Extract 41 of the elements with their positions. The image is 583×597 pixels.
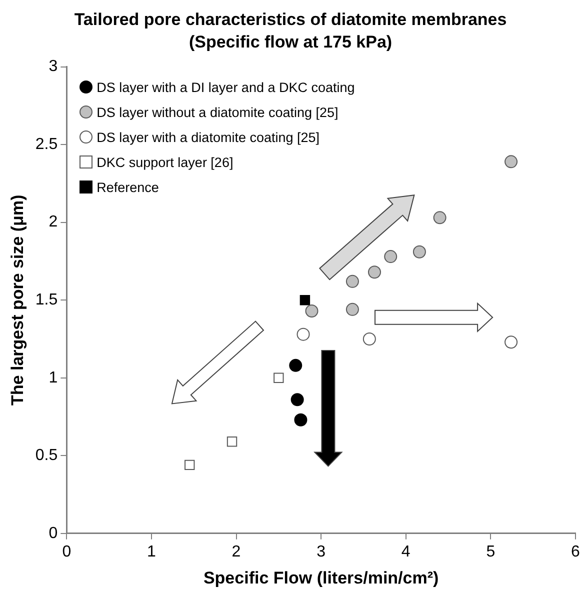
point: [362, 332, 376, 346]
chart-subtitle: (Specific flow at 175 kPa): [188, 32, 392, 52]
point: [433, 211, 446, 224]
legend-label: DS layer without a diatomite coating [25]: [96, 104, 338, 120]
x-tick-label: 2: [232, 543, 241, 560]
x-tick-label: 4: [401, 543, 410, 560]
y-tick-label: 1.5: [35, 292, 58, 309]
y-axis-title: The largest pore size (μm): [8, 194, 27, 406]
legend-label: DS layer with a diatomite coating [25]: [96, 130, 320, 145]
x-axis-title: Specific Flow (liters/min/cm²): [203, 568, 439, 588]
x-tick-label: 5: [486, 543, 496, 560]
point: [274, 372, 284, 383]
point: [504, 155, 518, 168]
point: [290, 393, 304, 406]
legend-label: Reference: [96, 180, 159, 195]
point: [346, 302, 359, 316]
x-tick-label: 1: [147, 543, 156, 560]
x-tick-label: 0: [62, 543, 72, 560]
y-tick-label: 0.5: [35, 447, 58, 464]
y-tick-label: 2: [48, 214, 58, 231]
point: [184, 460, 195, 470]
point: [384, 250, 398, 264]
y-tick-label: 0: [48, 524, 58, 542]
x-tick-label: 6: [571, 543, 580, 560]
point: [305, 304, 318, 318]
point: [289, 358, 302, 372]
point: [412, 245, 426, 258]
point: [300, 295, 310, 306]
point: [226, 436, 238, 447]
point: [346, 274, 359, 288]
point: [368, 266, 381, 279]
y-tick-label: 1: [48, 369, 58, 386]
legend-label: DKC support layer [26]: [96, 154, 234, 170]
chart-title: Tailored pore characteristics of diatomite membranes: [74, 10, 507, 29]
legend-label: DS layer with a DI layer and a DKC coating: [96, 80, 355, 95]
y-tick-label: 2.5: [35, 136, 58, 153]
point: [296, 328, 310, 341]
point: [504, 336, 518, 349]
y-tick-label: 3: [48, 58, 58, 76]
x-tick-label: 3: [316, 543, 326, 560]
point: [294, 413, 308, 426]
